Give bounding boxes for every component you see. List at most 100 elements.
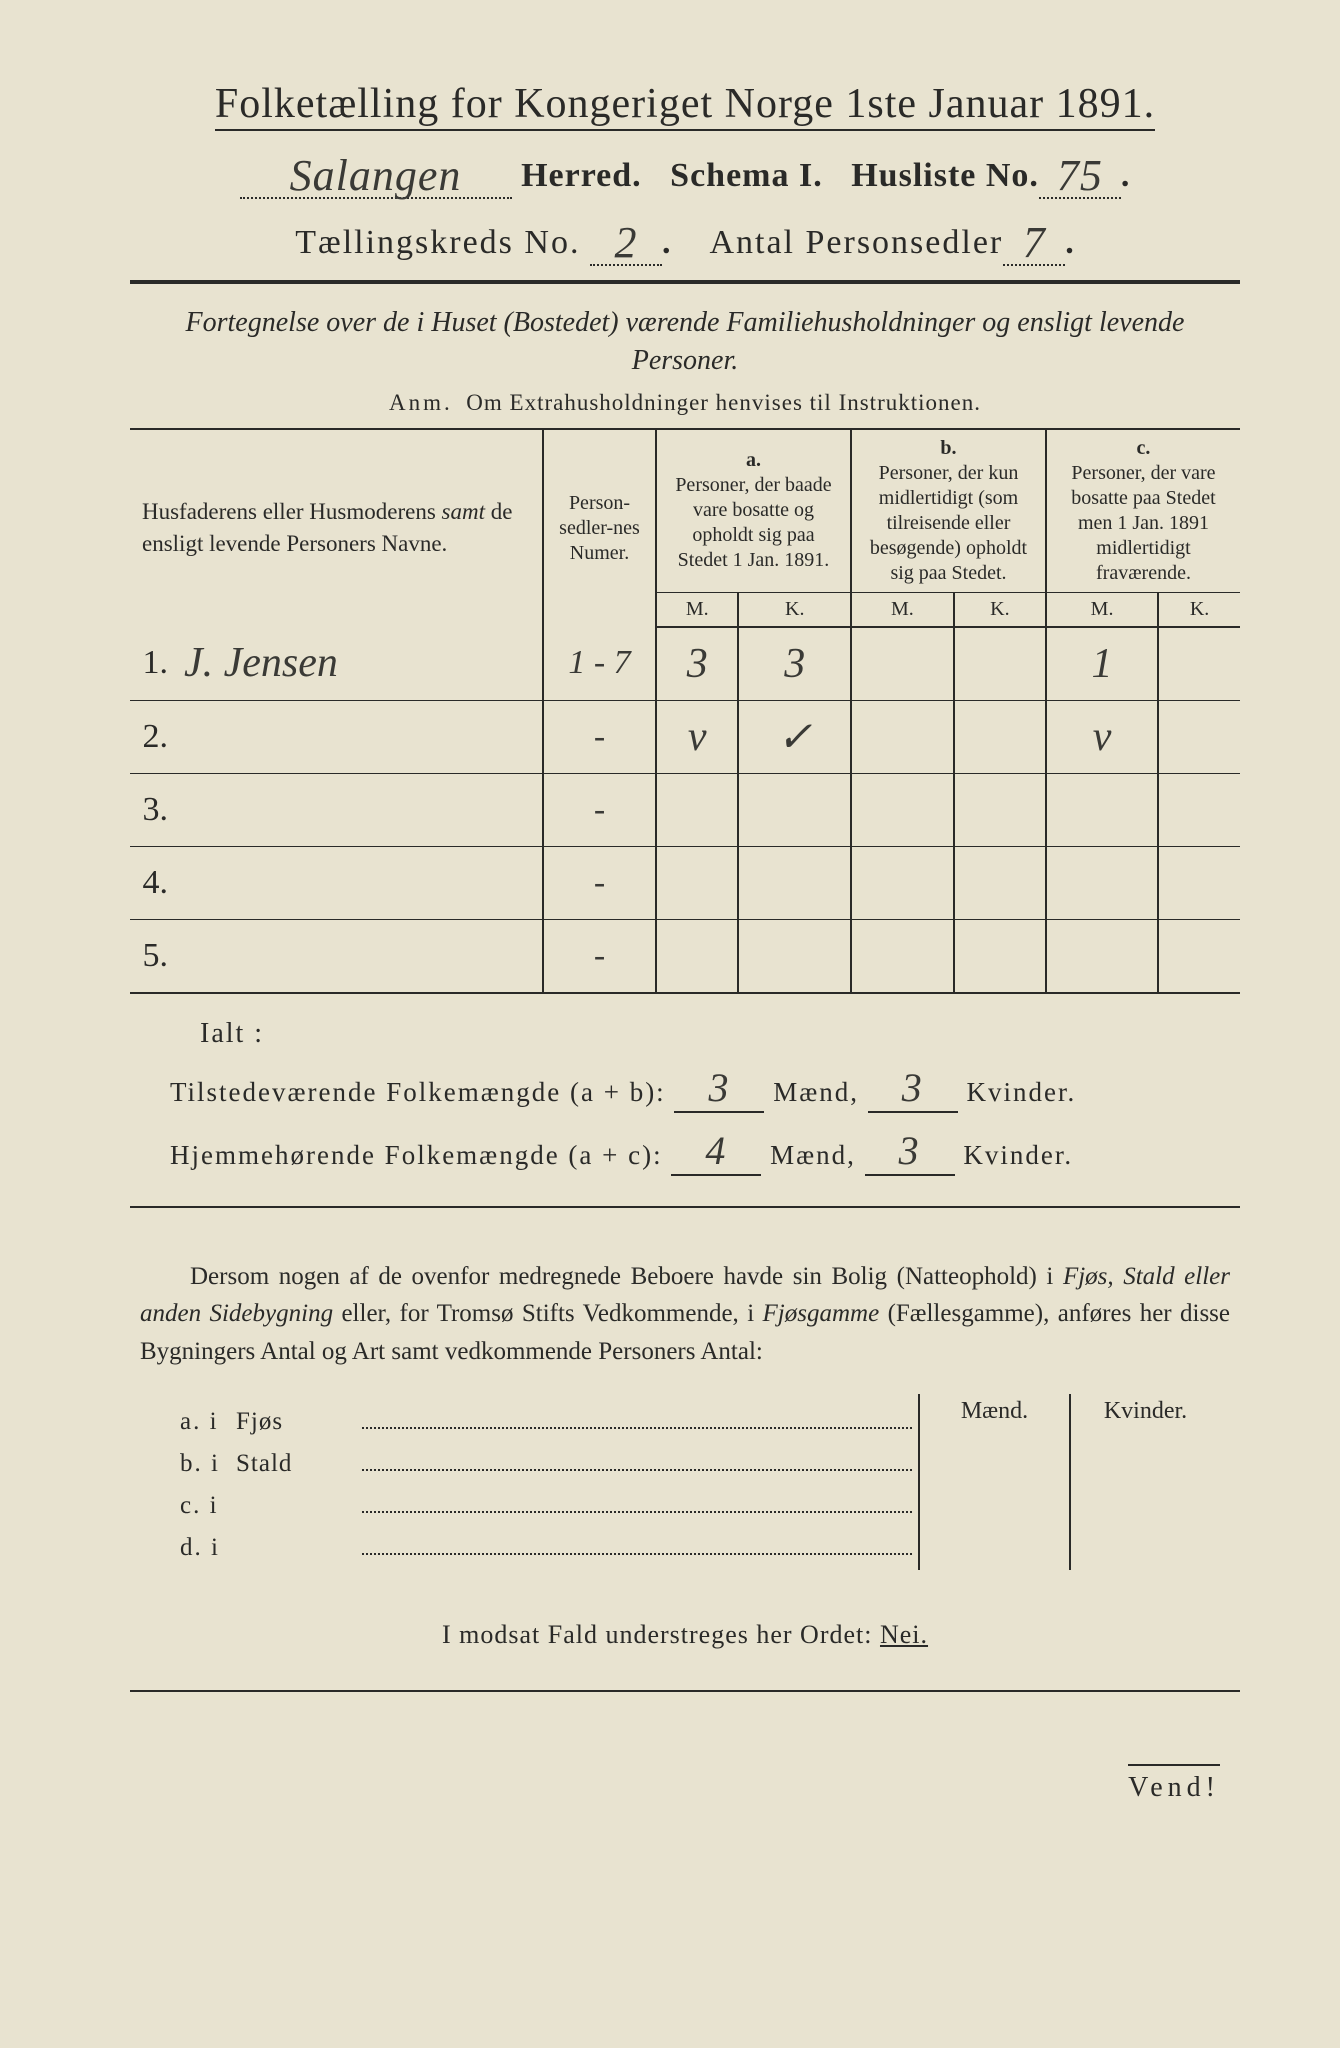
side-building-row: b. iStald [180, 1444, 918, 1478]
c-m-cell [1046, 773, 1158, 846]
ialt-label: Ialt : [200, 1018, 1240, 1050]
name-cell [174, 773, 543, 846]
a-k-cell: 3 [738, 627, 851, 701]
husliste-value: 75 [1057, 151, 1103, 200]
present-label: Tilstedeværende Folkemængde (a + b): [170, 1077, 666, 1107]
side-building-row: c. i [180, 1486, 918, 1520]
a-k-cell [738, 919, 851, 993]
c-m-cell: v [1046, 700, 1158, 773]
a-m-cell: 3 [656, 627, 738, 701]
present-m-label: Mænd, [773, 1077, 859, 1107]
note-prefix: Anm. [389, 390, 453, 415]
header-row-2: Tællingskreds No. 2. Antal Personsedler7… [130, 213, 1240, 266]
divider [130, 280, 1240, 284]
note-text: Om Extrahusholdninger henvises til Instr… [466, 390, 981, 415]
name-cell [174, 846, 543, 919]
nei-text: I modsat Fald understreges her Ordet: [442, 1620, 873, 1649]
table-row: 4.- [130, 846, 1240, 919]
dots [362, 1486, 912, 1513]
c-k-cell [1158, 627, 1240, 701]
table-row: 2.-v✓v [130, 700, 1240, 773]
mk-header: M. [851, 592, 954, 627]
table-row: 1.J. Jensen1 - 7331 [130, 627, 1240, 701]
mk-header: K. [1158, 592, 1240, 627]
b-m-cell [851, 773, 954, 846]
belonging-k-label: Kvinder. [963, 1140, 1073, 1170]
c-m-cell: 1 [1046, 627, 1158, 701]
row-number: 1. [130, 627, 174, 701]
belonging-m-label: Mænd, [770, 1140, 856, 1170]
kreds-value: 2 [614, 218, 637, 267]
b-k-cell [954, 846, 1046, 919]
mk-header: K. [954, 592, 1046, 627]
title-text: Folketælling for Kongeriget Norge 1ste J… [215, 81, 1044, 127]
mk-header: M. [656, 592, 738, 627]
husliste-label: Husliste No. [851, 157, 1039, 194]
a-m-cell: v [656, 700, 738, 773]
side-building-table: a. iFjøs b. iStald c. i d. i Mænd. Kvinder. [180, 1394, 1220, 1570]
mk-head-k: Kvinder. [1071, 1394, 1220, 1570]
side-building-row: d. i [180, 1528, 918, 1562]
name-cell [174, 919, 543, 993]
b-m-cell [851, 627, 954, 701]
mk-head-m: Mænd. [920, 1394, 1071, 1570]
c-k-cell [1158, 919, 1240, 993]
row-lbl: d. i [180, 1534, 236, 1562]
a-k-cell: ✓ [738, 700, 851, 773]
belonging-line: Hjemmehørende Folkemængde (a + c): 4 Mæn… [170, 1127, 1240, 1176]
title-year: 1891. [1056, 81, 1156, 127]
b-k-cell [954, 627, 1046, 701]
nei-line: I modsat Fald understreges her Ordet: Ne… [130, 1620, 1240, 1650]
col-num-header: Person-sedler-nes Numer. [543, 429, 656, 627]
a-m-cell [656, 773, 738, 846]
num-cell: - [543, 773, 656, 846]
row-number: 5. [130, 919, 174, 993]
nei-word: Nei. [880, 1620, 928, 1649]
a-k-cell [738, 846, 851, 919]
row-cat: Fjøs [236, 1408, 356, 1436]
header-row-1: Salangen Herred. Schema I. Husliste No.7… [130, 146, 1240, 199]
page-title: Folketælling for Kongeriget Norge 1ste J… [130, 80, 1240, 128]
row-number: 4. [130, 846, 174, 919]
mk-header: K. [738, 592, 851, 627]
table-row: 5. - [130, 919, 1240, 993]
side-building-row: a. iFjøs [180, 1402, 918, 1436]
dots [362, 1528, 912, 1555]
row-number: 3. [130, 773, 174, 846]
col-name-header: Husfaderens eller Husmoderens samt de en… [142, 499, 512, 556]
num-cell: - [543, 919, 656, 993]
b-k-cell [954, 919, 1046, 993]
kreds-label: Tællingskreds No. [295, 224, 580, 261]
belonging-k: 3 [899, 1128, 921, 1173]
row-lbl: c. i [180, 1492, 236, 1520]
num-cell: - [543, 700, 656, 773]
c-k-cell [1158, 700, 1240, 773]
vend-label: Vend! [130, 1772, 1220, 1804]
census-form-page: Folketælling for Kongeriget Norge 1ste J… [0, 0, 1340, 2048]
c-k-cell [1158, 846, 1240, 919]
c-k-cell [1158, 773, 1240, 846]
present-line: Tilstedeværende Folkemængde (a + b): 3 M… [170, 1064, 1240, 1113]
row-lbl: a. i [180, 1408, 236, 1436]
name-cell [174, 700, 543, 773]
present-k: 3 [902, 1065, 924, 1110]
dots [362, 1402, 912, 1429]
present-k-label: Kvinder. [966, 1077, 1076, 1107]
b-k-cell [954, 700, 1046, 773]
present-m: 3 [708, 1065, 730, 1110]
antal-value: 7 [1023, 218, 1046, 267]
belonging-label: Hjemmehørende Folkemængde (a + c): [170, 1140, 663, 1170]
row-number: 2. [130, 700, 174, 773]
dots [362, 1444, 912, 1471]
c-m-cell [1046, 919, 1158, 993]
name-cell: J. Jensen [174, 627, 543, 701]
col-a-header: a.Personer, der baade vare bosatte og op… [656, 429, 851, 593]
table-row: 3. - [130, 773, 1240, 846]
a-m-cell [656, 846, 738, 919]
a-m-cell [656, 919, 738, 993]
row-cat: Stald [236, 1450, 356, 1478]
divider [130, 1690, 1240, 1692]
b-k-cell [954, 773, 1046, 846]
num-cell: 1 - 7 [543, 627, 656, 701]
antal-label: Antal Personsedler [709, 224, 1003, 261]
